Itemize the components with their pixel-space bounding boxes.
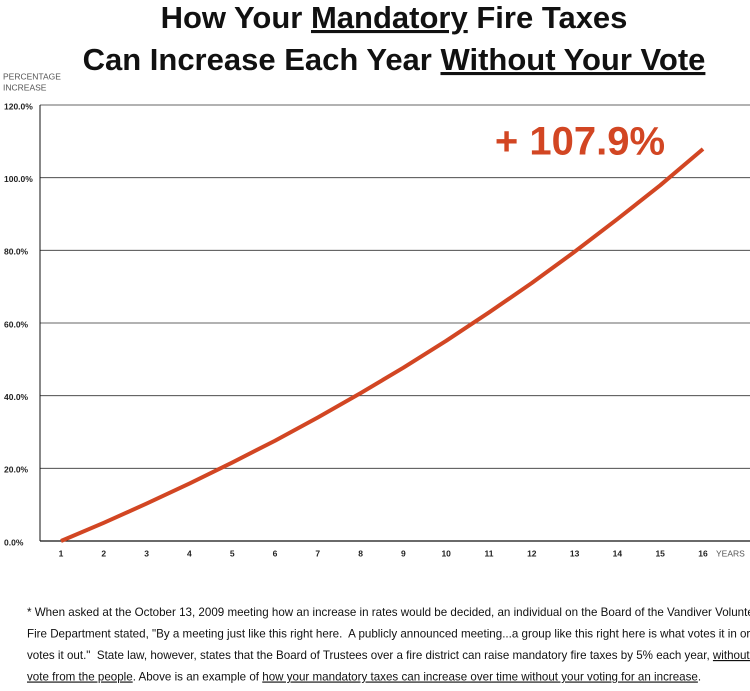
x-tick-label: 14 <box>613 548 623 558</box>
y-tick-label: 120.0% <box>4 101 33 111</box>
underlined-text: how your mandatory taxes can increase ov… <box>262 671 698 684</box>
text-run: Fire Department stated, "By a meeting ju… <box>27 628 750 641</box>
x-tick-label: 5 <box>230 548 235 558</box>
title-line: Can Increase Each Year Without Your Vote <box>83 42 706 77</box>
y-tick-label: 40.0% <box>4 392 29 402</box>
text-run: Can Increase Each Year <box>83 42 441 77</box>
footnote-line: votes it out." State law, however, state… <box>27 649 750 662</box>
y-tick-label: 0.0% <box>4 537 24 547</box>
x-tick-label: 10 <box>441 548 451 558</box>
x-tick-label: 13 <box>570 548 580 558</box>
y-axis-label: INCREASE <box>3 82 47 92</box>
x-tick-label: 12 <box>527 548 537 558</box>
text-run: * When asked at the October 13, 2009 mee… <box>27 606 750 619</box>
y-tick-label: 20.0% <box>4 465 29 475</box>
x-tick-label: 15 <box>655 548 665 558</box>
y-tick-label: 60.0% <box>4 319 29 329</box>
footnote-line: Fire Department stated, "By a meeting ju… <box>27 628 750 641</box>
x-tick-label: 11 <box>485 548 494 558</box>
x-tick-label: 2 <box>101 548 106 558</box>
x-tick-label: 9 <box>401 548 406 558</box>
x-tick-label: 8 <box>358 548 363 558</box>
text-run: . <box>698 671 701 684</box>
annotation: + 107.9% <box>495 120 665 164</box>
text-run: How Your <box>161 0 311 35</box>
underlined-text: vote from the people <box>27 671 133 684</box>
text-run: Fire Taxes <box>468 0 628 35</box>
underlined-text: Mandatory <box>311 0 469 35</box>
footnote-line: vote from the people. Above is an exampl… <box>27 671 701 684</box>
underlined-text: Without Your Vote <box>440 42 705 77</box>
x-tick-label: 3 <box>144 548 149 558</box>
data-line <box>60 147 705 543</box>
text-run: . Above is an example of <box>133 671 263 684</box>
underlined-text: without a <box>712 649 750 662</box>
x-tick-label: 6 <box>273 548 278 558</box>
footnote-line: * When asked at the October 13, 2009 mee… <box>27 606 750 619</box>
x-axis-label: YEARS <box>716 548 745 558</box>
x-tick-label: 16 <box>698 548 708 558</box>
text-run: votes it out." State law, however, state… <box>27 649 713 662</box>
y-tick-label: 100.0% <box>4 174 33 184</box>
y-axis-label: PERCENTAGE <box>3 71 61 81</box>
x-tick-label: 7 <box>315 548 320 558</box>
title-line: How Your Mandatory Fire Taxes <box>161 0 628 35</box>
y-tick-label: 80.0% <box>4 247 29 257</box>
x-tick-label: 1 <box>59 548 64 558</box>
x-tick-label: 4 <box>187 548 192 558</box>
